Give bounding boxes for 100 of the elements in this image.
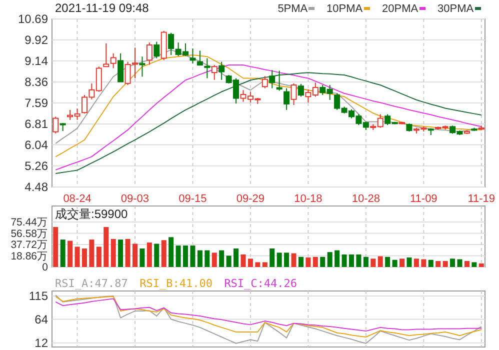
bar [161,240,166,267]
bar [312,256,318,267]
bar [276,252,282,267]
line-series [55,294,482,344]
y-tick-label: 8.36 [24,75,48,90]
y-tick-label: 0 [42,262,48,274]
bar [226,256,232,267]
y-tick-label: 37.72万 [10,239,48,252]
bar [89,240,94,267]
bar [306,257,311,267]
x-tick-label: 09-29 [236,193,265,205]
bar [104,227,109,267]
bar [146,242,152,267]
x-tick-label: 11-09 [410,193,438,205]
bar [154,244,160,267]
x-tick-label: 10-18 [294,193,322,205]
candlestick [196,50,203,66]
bar [190,246,196,267]
bar [204,250,210,267]
bar [291,253,296,267]
bar [428,260,434,267]
candlestick [154,41,160,59]
bar [478,263,484,267]
bar [421,259,426,267]
candlestick [276,70,282,92]
bar [348,254,354,267]
x-tick-label: 11-19 [468,193,496,205]
y-tick-label: 10.69 [18,12,48,26]
bar [298,256,304,267]
bar [270,248,275,267]
bar [450,258,456,267]
bar [327,252,332,267]
bar [356,254,362,267]
bar [342,254,347,267]
bar [255,262,260,267]
bar [140,248,145,267]
y-tick-label: 6.04 [24,138,48,152]
candlestick [269,70,276,89]
bar [219,250,224,267]
bar [472,262,477,267]
legend-label: 30PMA [438,3,474,15]
bar [370,258,376,267]
candlestick [168,32,174,56]
legend-label: 20PMA [382,3,419,15]
bar [240,254,246,267]
candlestick [146,42,152,66]
y-tick-label: 115 [28,289,48,304]
bar [414,258,419,267]
candlestick [262,76,268,89]
bar [53,227,58,267]
bar [118,240,124,267]
bar [197,250,202,267]
y-tick-label: 9.14 [24,54,48,68]
text: RSI_C:44.26 [224,277,298,290]
y-tick-label: 64 [34,312,48,326]
bar [406,257,412,267]
bar [442,261,448,267]
bar [212,252,217,267]
bar [68,240,73,267]
legend-label: 5PMA [278,3,308,15]
bar [82,248,87,267]
candlestick [190,48,196,64]
bar [284,252,290,267]
bar [96,246,102,267]
bar [262,262,268,267]
bar [400,258,405,267]
candlestick [139,56,146,78]
bar [334,250,340,267]
bar [60,240,66,267]
candlestick [211,64,218,80]
bar [385,256,390,267]
y-tick-label: 9.92 [24,33,48,48]
x-tick-label: 09-15 [178,193,207,205]
bar [183,246,188,267]
y-tick-label: 7.59 [24,96,48,110]
candlestick [290,82,297,106]
y-tick-label: 56.58万 [10,228,48,240]
line-series [55,296,482,338]
bar [132,244,138,267]
y-tick-label: 18.86万 [10,250,48,262]
y-tick-label: 4.48 [24,180,48,194]
y-tick-label: 12 [34,336,48,350]
legend-label: 10PMA [326,3,364,15]
candlestick [298,83,304,98]
y-tick-label: 75.44万 [10,216,48,229]
bar [436,261,441,267]
x-tick-label: 10-28 [352,193,380,205]
bar [125,238,130,267]
bar [392,260,398,267]
candlestick [204,58,210,79]
bar [110,238,116,267]
bar [464,261,470,267]
candlestick [284,88,290,110]
bar [457,259,462,267]
series-label: RSI_B:41.00 [140,277,212,290]
bar [378,256,383,267]
bar [74,246,80,267]
series-label: RSI_A:47.87 [55,277,128,290]
bar [168,237,174,267]
chart-title: 成交量:59900 [55,207,128,221]
